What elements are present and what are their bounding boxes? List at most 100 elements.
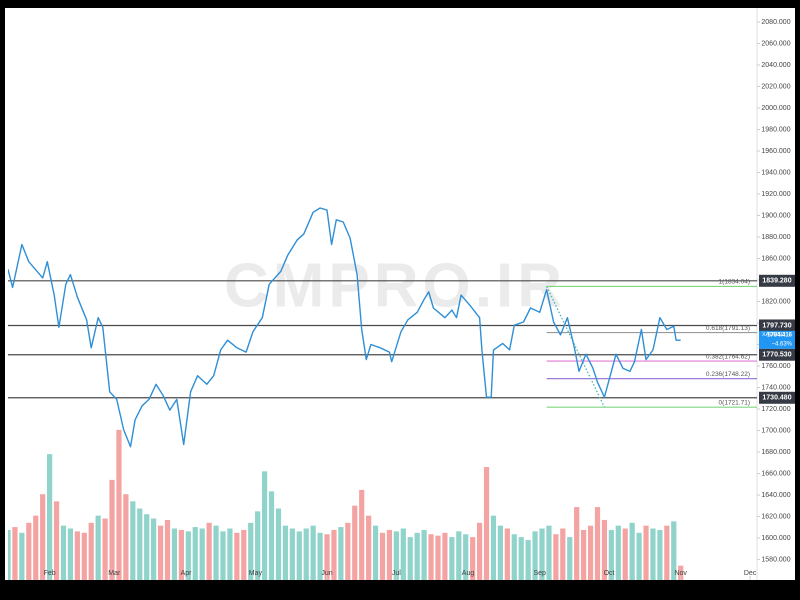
x-tick-label: Feb — [44, 570, 56, 577]
volume-bar — [81, 532, 87, 580]
volume-bar — [470, 537, 476, 580]
x-tick-label: May — [249, 570, 263, 577]
volume-bar — [282, 525, 289, 580]
volume-bar — [199, 528, 205, 580]
volume-bar — [338, 527, 344, 580]
volume-bar — [525, 539, 531, 580]
symbol-label: XAUUSD — [762, 332, 785, 338]
level-label-box — [759, 274, 795, 287]
x-tick-label: Oct — [604, 570, 615, 577]
y-tick-label: 1920.000 — [761, 191, 790, 198]
volume-bar — [657, 529, 663, 580]
volume-bar — [26, 522, 32, 580]
y-tick-label: 1660.000 — [761, 470, 790, 477]
volume-bar — [643, 525, 649, 580]
volume-bar — [379, 532, 386, 580]
volume-bar — [268, 491, 275, 580]
y-tick-label: 1820.000 — [761, 298, 790, 305]
volume-bar — [67, 528, 74, 580]
y-tick-label: 2020.000 — [761, 83, 790, 90]
volume-bar — [88, 522, 94, 580]
volume-bar — [130, 501, 136, 580]
volume-bar — [95, 515, 101, 580]
fib-label: 0.618(1791.13) — [706, 325, 750, 332]
volume-bar — [303, 528, 309, 580]
volume-bar — [47, 454, 53, 580]
volume-bar — [53, 501, 60, 580]
volume-bar — [137, 508, 143, 580]
volume-bar — [220, 531, 226, 580]
level-label: 1797.730 — [762, 322, 791, 329]
volume-bar — [629, 522, 635, 580]
volume-bar — [671, 521, 677, 580]
y-tick-label: 1620.000 — [761, 513, 790, 520]
watermark: CMPRO.IR — [224, 251, 566, 320]
volume-bar — [504, 528, 510, 580]
volume-bar — [164, 519, 171, 580]
volume-bar — [400, 528, 406, 580]
y-tick-label: 2060.000 — [761, 40, 790, 47]
volume-bar — [594, 507, 601, 580]
volume-bar — [567, 537, 573, 580]
volume-bar — [171, 528, 178, 580]
volume-bar — [560, 528, 566, 580]
x-tick-label: Sep — [533, 570, 546, 577]
volume-bar — [393, 531, 399, 580]
volume-bar — [678, 565, 684, 580]
volume-bar — [581, 529, 587, 580]
y-tick-label: 1900.000 — [761, 212, 790, 219]
volume-bar — [60, 525, 67, 580]
current-price: 1784.416 — [767, 332, 793, 338]
level-label-box — [759, 319, 795, 332]
x-tick-label: Apr — [181, 570, 193, 577]
volume-bar — [428, 534, 434, 580]
y-tick-label: 1640.000 — [761, 492, 790, 499]
volume-bar — [33, 515, 39, 580]
x-tick-label: Dec — [744, 570, 757, 577]
volume-bar — [275, 508, 282, 580]
y-tick-label: 1580.000 — [761, 556, 790, 563]
volume-bar — [359, 489, 365, 580]
y-tick-label: 1980.000 — [761, 126, 790, 133]
volume-bar — [40, 494, 46, 580]
volume-bar — [324, 534, 330, 580]
volume-bar — [331, 529, 337, 580]
level-label-box — [759, 348, 795, 361]
volume-bar — [483, 467, 490, 580]
y-tick-label: 2080.000 — [761, 19, 790, 26]
current-price-box — [759, 330, 795, 349]
volume-bar — [615, 525, 621, 580]
y-tick-label: 1680.000 — [761, 449, 790, 456]
volume-bar — [248, 522, 254, 580]
volume-bar — [442, 532, 448, 580]
fib-label: 1(1834.04) — [719, 279, 750, 286]
volume-bar — [601, 519, 608, 580]
chart-background — [5, 8, 795, 580]
y-tick-label: 1740.000 — [761, 384, 790, 391]
volume-bar — [622, 528, 628, 580]
y-tick-label: 1940.000 — [761, 169, 790, 176]
volume-bar — [650, 528, 656, 580]
volume-bar — [102, 518, 108, 580]
y-tick-label: 1960.000 — [761, 148, 790, 155]
y-tick-label: 2000.000 — [761, 105, 790, 112]
x-tick-label: Nov — [674, 570, 687, 577]
volume-bar — [636, 532, 642, 580]
volume-bar — [345, 522, 351, 580]
level-label-box — [759, 391, 795, 404]
volume-bar — [262, 471, 268, 580]
fib-label: 0(1721.71) — [719, 399, 750, 406]
x-tick-label: Jul — [392, 570, 401, 577]
volume-bar — [206, 522, 212, 580]
volume-bar — [151, 518, 157, 580]
price-line — [8, 207, 681, 448]
volume-bar — [296, 531, 302, 580]
volume-bar — [372, 525, 379, 580]
volume-bar — [414, 532, 420, 580]
volume-bar — [157, 525, 164, 580]
y-tick-label: 1600.000 — [761, 535, 790, 542]
volume-bar — [497, 525, 503, 580]
volume-bar — [213, 525, 219, 580]
volume-bar — [352, 505, 358, 580]
